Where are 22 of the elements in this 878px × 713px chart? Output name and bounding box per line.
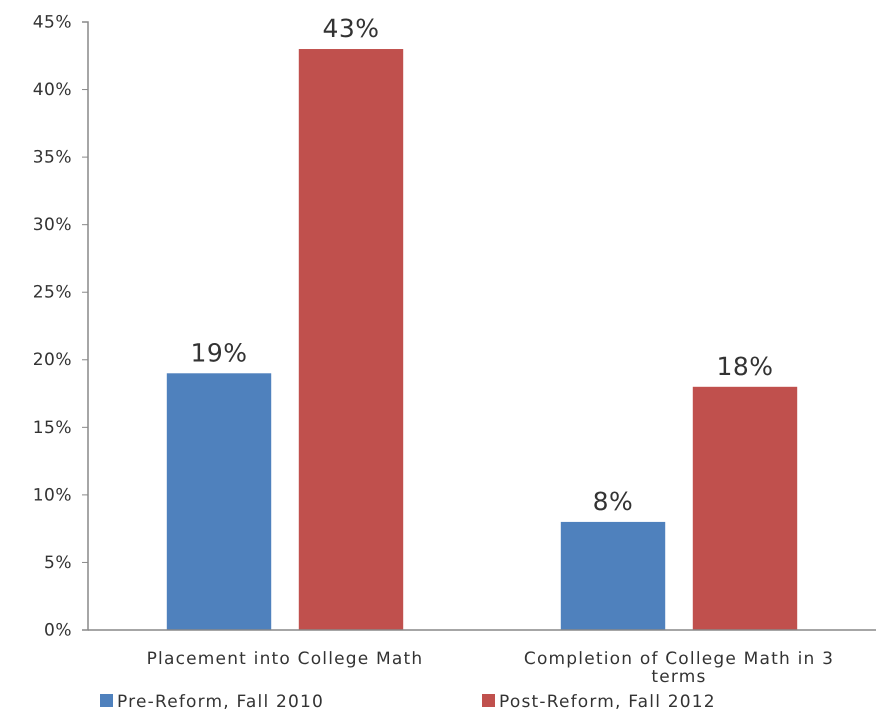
- bar: [166, 373, 272, 630]
- y-tick-label: 0%: [44, 620, 72, 640]
- y-tick-label: 25%: [32, 282, 72, 303]
- x-tick-label: Placement into College Math: [146, 649, 424, 669]
- y-tick-label: 35%: [32, 148, 72, 168]
- y-tick-label: 5%: [44, 552, 72, 573]
- y-tick-label: 10%: [32, 485, 72, 506]
- data-label: 19%: [190, 338, 248, 368]
- y-tick-label: 30%: [32, 215, 72, 236]
- y-tick-label: 40%: [32, 80, 72, 100]
- legend-label: Post-Reform, Fall 2012: [499, 692, 716, 712]
- bar: [692, 386, 798, 630]
- x-tick-label: Completion of College Math in 3 terms: [524, 649, 834, 687]
- y-tick-label: 45%: [32, 12, 72, 32]
- y-tick-label: 20%: [32, 350, 72, 370]
- data-label: 8%: [592, 486, 634, 516]
- bar: [298, 49, 404, 630]
- legend-label: Pre-Reform, Fall 2010: [117, 692, 324, 712]
- y-tick-label: 15%: [32, 418, 72, 438]
- data-label: 18%: [716, 352, 774, 381]
- data-label: 43%: [322, 14, 380, 44]
- bar: [560, 522, 666, 630]
